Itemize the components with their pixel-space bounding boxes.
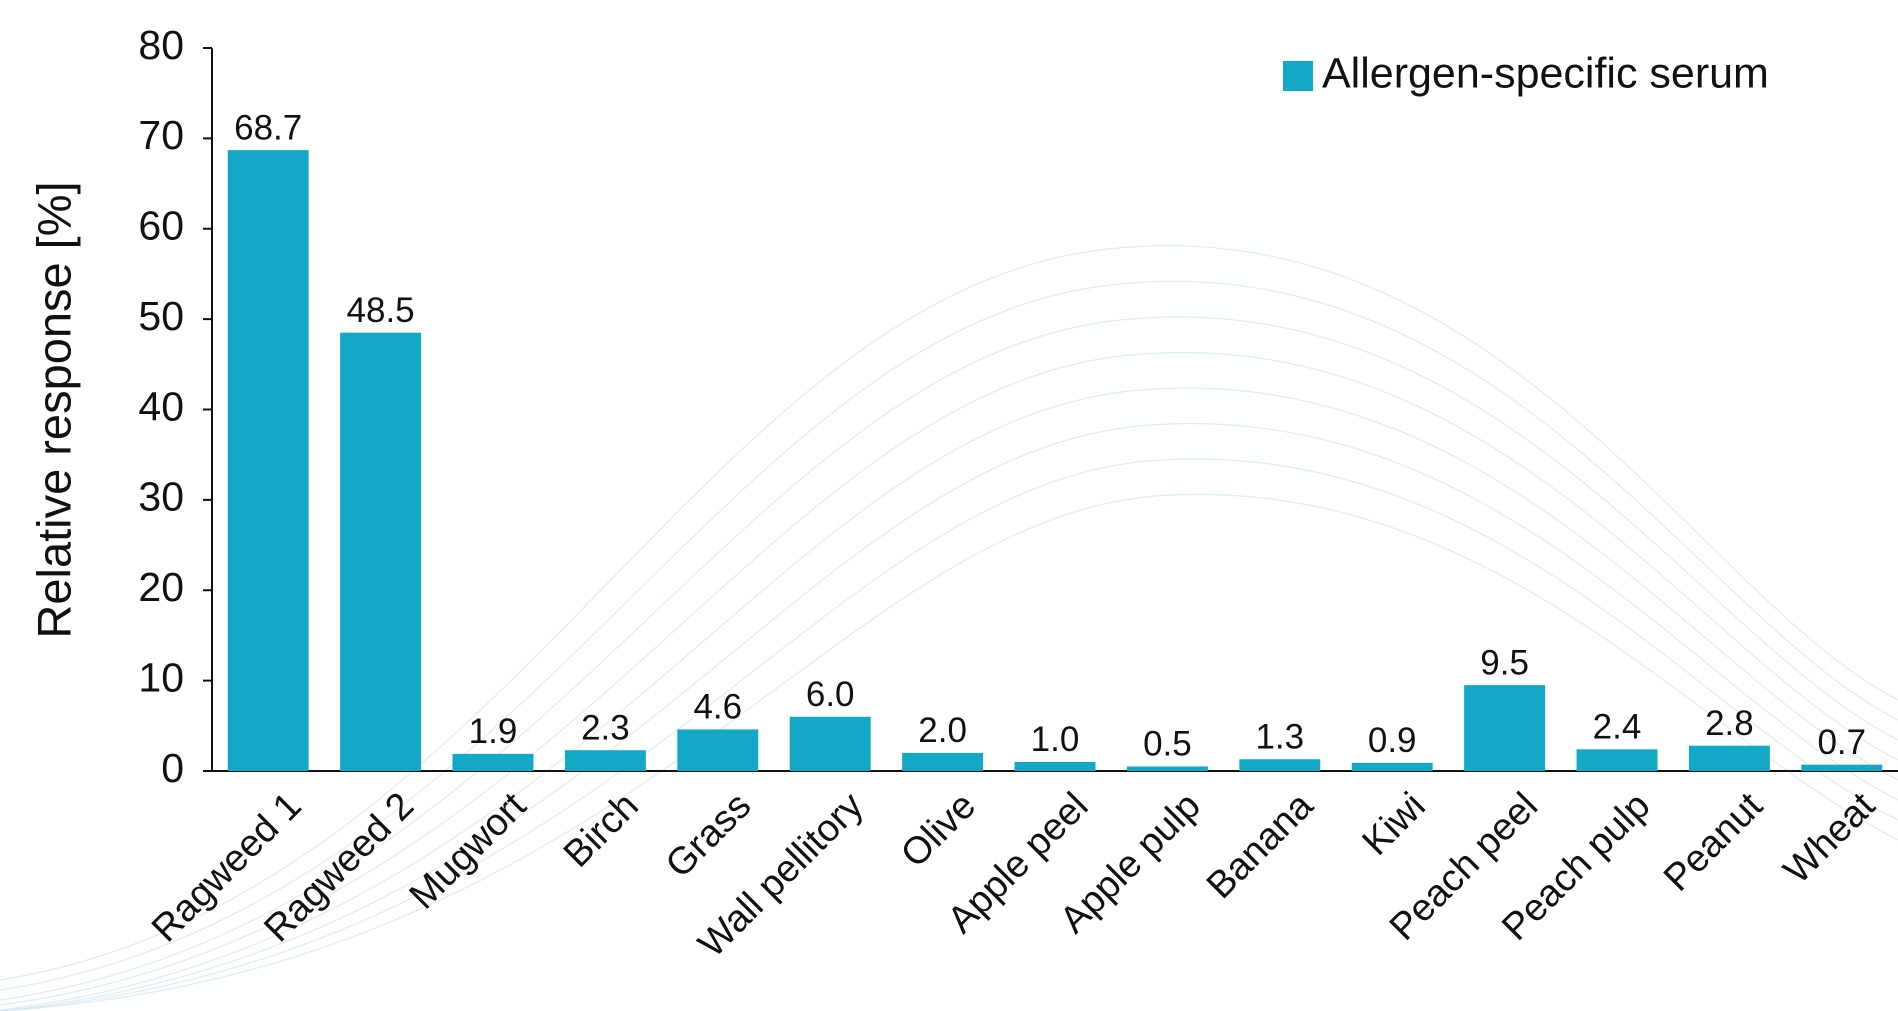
- bar: [902, 753, 983, 771]
- bar: [453, 754, 534, 771]
- y-tick-label: 40: [138, 383, 184, 429]
- bar: [677, 729, 758, 771]
- bar: [1577, 749, 1658, 771]
- value-label: 9.5: [1480, 643, 1529, 682]
- bar: [790, 717, 871, 771]
- x-tick-label: Grass: [658, 785, 759, 886]
- y-tick-label: 20: [138, 564, 184, 610]
- value-label: 0.5: [1143, 725, 1192, 764]
- bar: [1801, 765, 1882, 771]
- value-label: 6.0: [806, 675, 855, 714]
- bar: [1689, 746, 1770, 771]
- y-tick-label: 70: [138, 112, 184, 158]
- y-tick-label: 60: [138, 203, 184, 249]
- bar: [565, 750, 646, 771]
- bar: [1127, 766, 1208, 771]
- y-tick-label: 50: [138, 293, 184, 339]
- bar: [1015, 762, 1096, 771]
- bar: [340, 333, 421, 771]
- bar: [1352, 763, 1433, 771]
- bar: [228, 150, 309, 771]
- y-axis-title: Relative response [%]: [27, 181, 80, 638]
- value-label: 2.8: [1705, 704, 1754, 743]
- value-label: 1.9: [469, 712, 518, 751]
- legend-label: Allergen-specific serum: [1322, 49, 1769, 97]
- legend-swatch: [1283, 61, 1313, 91]
- bar: [1464, 685, 1545, 771]
- value-label: 48.5: [347, 291, 415, 330]
- x-tick-label: Olive: [893, 785, 984, 876]
- bar: [1239, 759, 1320, 771]
- value-label: 2.4: [1593, 708, 1642, 747]
- value-label: 1.3: [1255, 718, 1304, 757]
- x-tick-label: Kiwi: [1355, 785, 1434, 864]
- y-tick-label: 80: [138, 22, 184, 68]
- value-label: 1.0: [1031, 720, 1080, 759]
- value-label: 0.7: [1817, 723, 1866, 762]
- y-tick-label: 0: [161, 745, 184, 791]
- y-tick-label: 10: [138, 654, 184, 700]
- y-tick-label: 30: [138, 474, 184, 520]
- value-label: 4.6: [693, 688, 742, 727]
- chart: Relative response [%] Allergen-specific …: [0, 0, 1898, 1011]
- value-label: 68.7: [234, 108, 302, 147]
- value-label: 0.9: [1368, 721, 1417, 760]
- x-tick-label: Peanut: [1656, 784, 1771, 899]
- value-label: 2.3: [581, 708, 630, 747]
- value-label: 2.0: [918, 711, 967, 750]
- x-tick-label: Banana: [1199, 784, 1322, 907]
